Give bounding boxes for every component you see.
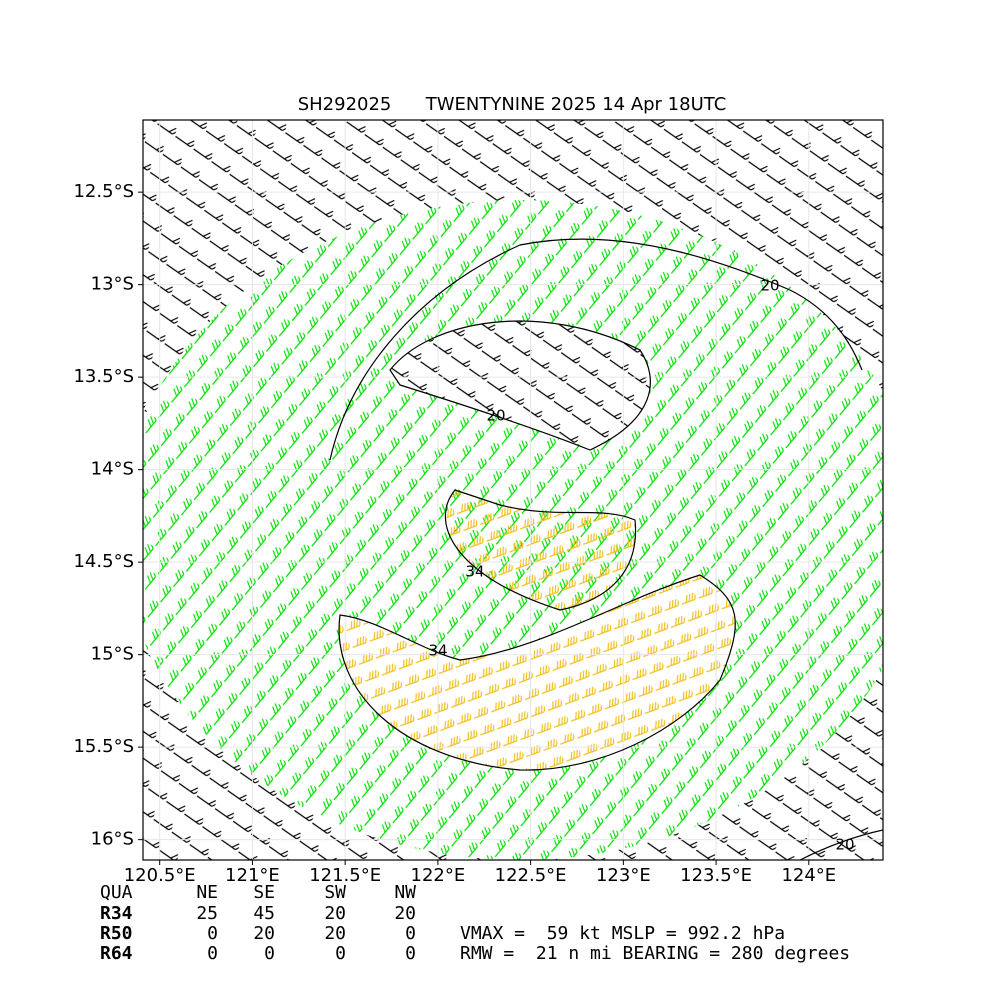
table-header: NW [394, 882, 416, 903]
table-cell: 20 [324, 903, 346, 924]
table-cell: 25 [196, 903, 218, 924]
table-cell: 20 [324, 923, 346, 944]
table-cell: 0 [335, 943, 346, 964]
table-header: SE [253, 882, 275, 903]
y-tick-label: 13°S [91, 274, 134, 295]
x-tick-label: 122.5°E [495, 865, 567, 886]
x-tick-label: 121.5°E [309, 865, 381, 886]
contour-line [444, 489, 637, 611]
plot-area [143, 120, 883, 860]
row-label: R64 [100, 943, 133, 964]
chart-title: SH292025 TWENTYNINE 2025 14 Apr 18UTC [298, 94, 727, 115]
table-header: SW [324, 882, 346, 903]
x-tick-label: 124°E [781, 865, 836, 886]
table-cell: 20 [394, 903, 416, 924]
table-cell: 0 [207, 943, 218, 964]
contour-label: 20 [486, 407, 505, 425]
y-tick-label: 14.5°S [73, 551, 134, 572]
y-tick-label: 16°S [91, 829, 134, 850]
contour-label: 34 [465, 563, 484, 581]
table-header: QUA [100, 882, 133, 903]
table-cell: 0 [264, 943, 275, 964]
y-tick-label: 12.5°S [73, 181, 134, 202]
contour-label: 34 [428, 642, 447, 660]
x-tick-label: 120.5°E [124, 865, 196, 886]
table-cell: 0 [405, 943, 416, 964]
contour-line [329, 238, 863, 461]
x-tick-label: 122°E [411, 865, 466, 886]
barb-field [390, 321, 651, 450]
table-cell: 20 [253, 923, 275, 944]
y-tick-label: 15°S [91, 644, 134, 665]
y-tick-label: 14°S [91, 459, 134, 480]
stats-line: VMAX = 59 kt MSLP = 992.2 hPa [460, 923, 785, 944]
y-tick-label: 13.5°S [73, 366, 134, 387]
x-tick-label: 123.5°E [680, 865, 752, 886]
table-cell: 45 [253, 903, 275, 924]
row-label: R34 [100, 903, 133, 924]
contour-label: 20 [760, 277, 779, 295]
contour-line [389, 320, 651, 451]
contour-line [799, 829, 883, 860]
y-tick-label: 15.5°S [73, 736, 134, 757]
row-label: R50 [100, 923, 133, 944]
plot-frame [142, 119, 884, 861]
table-cell: 0 [405, 923, 416, 944]
stats-line: RMW = 21 n mi BEARING = 280 degrees [460, 943, 850, 964]
contour-line [338, 574, 736, 771]
table-cell: 0 [207, 923, 218, 944]
table-header: NE [196, 882, 218, 903]
x-tick-label: 123°E [596, 865, 651, 886]
contour-label: 20 [835, 836, 854, 854]
x-tick-label: 121°E [225, 865, 280, 886]
